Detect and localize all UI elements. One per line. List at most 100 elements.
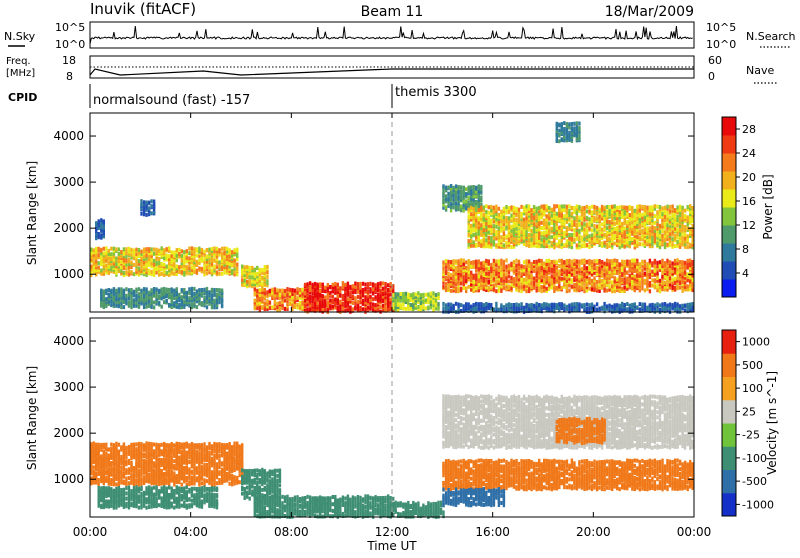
data-cell <box>679 286 681 290</box>
data-cell <box>266 279 268 283</box>
data-cell <box>669 264 671 268</box>
data-cell <box>546 214 548 218</box>
data-cell <box>508 274 510 278</box>
data-cell <box>143 200 145 204</box>
data-cell <box>578 205 580 209</box>
data-cell <box>543 278 545 282</box>
data-cell <box>551 279 553 283</box>
data-cell <box>661 241 663 245</box>
data-cell <box>281 295 283 299</box>
data-cell <box>601 228 603 232</box>
data-cell <box>551 235 553 239</box>
data-cell <box>505 241 507 245</box>
data-cell <box>463 200 465 204</box>
data-cell <box>377 282 379 286</box>
data-cell <box>606 205 608 209</box>
data-cell <box>369 306 371 310</box>
data-cell <box>551 264 553 268</box>
data-cell <box>553 260 555 264</box>
data-cell <box>541 303 543 307</box>
data-cell <box>181 259 183 263</box>
data-cell <box>447 264 449 268</box>
data-cell <box>344 293 346 297</box>
data-cell <box>196 247 198 251</box>
data-cell <box>457 185 459 189</box>
data-cell <box>374 283 376 287</box>
data-cell <box>468 259 470 263</box>
data-cell <box>679 239 681 243</box>
data-cell <box>480 223 482 227</box>
data-cell <box>455 259 457 263</box>
noise-sky-label: N.Sky <box>4 30 36 43</box>
data-cell <box>586 243 588 247</box>
data-cell <box>256 289 258 293</box>
data-cell <box>332 305 334 309</box>
data-cell <box>417 305 419 309</box>
data-cell <box>606 259 608 263</box>
data-cell <box>666 223 668 227</box>
data-cell <box>596 302 598 306</box>
data-cell <box>140 212 142 216</box>
data-cell <box>626 307 628 311</box>
data-cell <box>576 237 578 241</box>
freq-unit-label: [MHz] <box>6 68 35 79</box>
data-cell <box>478 216 480 220</box>
data-cell <box>573 283 575 287</box>
data-cell <box>465 306 467 310</box>
data-cell <box>276 288 278 292</box>
data-cell <box>546 303 548 307</box>
data-cell <box>286 297 288 301</box>
data-cell <box>687 278 689 282</box>
data-cell <box>548 303 550 307</box>
data-cell <box>664 206 666 210</box>
data-cell <box>390 298 392 302</box>
data-cell <box>659 286 661 290</box>
data-cell <box>269 293 271 297</box>
data-cell <box>666 235 668 239</box>
data-cell <box>586 266 588 270</box>
data-cell <box>536 216 538 220</box>
data-cell <box>510 214 512 218</box>
data-cell <box>332 289 334 293</box>
data-cell <box>513 277 515 281</box>
data-cell <box>561 259 563 263</box>
data-cell <box>442 306 444 310</box>
data-cell <box>460 204 462 208</box>
data-cell <box>196 305 198 309</box>
data-cell <box>445 269 447 273</box>
data-cell <box>651 303 653 307</box>
data-cell <box>578 260 580 264</box>
data-cell <box>291 288 293 292</box>
nave-tick-bottom: 0 <box>708 70 715 83</box>
data-cell <box>649 303 651 307</box>
data-cell <box>369 287 371 291</box>
data-cell <box>296 291 298 295</box>
data-cell <box>130 270 132 274</box>
data-cell <box>654 265 656 269</box>
data-cell <box>161 287 163 291</box>
data-cell <box>148 201 150 205</box>
data-cell <box>664 215 666 219</box>
data-cell <box>556 260 558 264</box>
data-cell <box>211 268 213 272</box>
data-cell <box>425 306 427 310</box>
data-cell <box>473 274 475 278</box>
data-cell <box>649 239 651 243</box>
data-cell <box>568 209 570 213</box>
data-cell <box>163 248 165 252</box>
nave-tick-top: 60 <box>708 54 722 67</box>
data-cell <box>515 264 517 268</box>
data-cell <box>619 266 621 270</box>
data-cell <box>475 213 477 217</box>
data-cell <box>475 286 477 290</box>
data-cell <box>561 277 563 281</box>
data-cell <box>503 232 505 236</box>
data-cell <box>636 235 638 239</box>
data-cell <box>130 305 132 309</box>
data-cell <box>563 231 565 235</box>
data-cell <box>216 288 218 292</box>
data-cell <box>475 225 477 229</box>
data-cell <box>656 210 658 214</box>
data-cell <box>523 218 525 222</box>
data-cell <box>606 226 608 230</box>
